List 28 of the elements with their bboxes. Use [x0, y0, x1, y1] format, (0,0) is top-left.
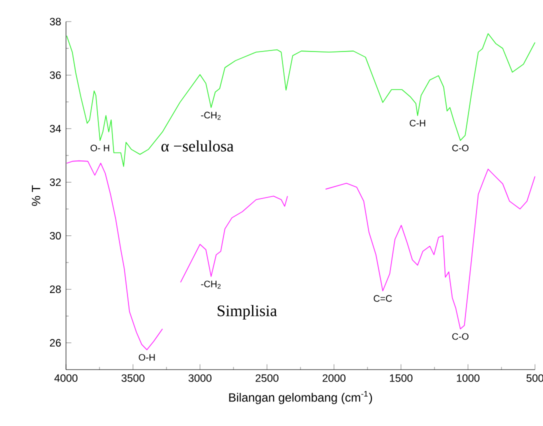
annotation: -CH$_{2}$: [201, 280, 221, 289]
x-tick-label: 2500: [256, 374, 278, 382]
y-tick-label: 36: [50, 71, 61, 79]
annotation: O- H: [90, 144, 110, 152]
y-axis-title: % T: [32, 185, 40, 206]
series-label: Simplisia: [218, 304, 277, 320]
annotation: C-H: [410, 120, 426, 126]
x-tick-label: 3000: [188, 374, 212, 382]
x-tick-label: 1500: [390, 374, 412, 382]
y-tick-label: 26: [50, 339, 61, 347]
x-tick-label: 1000: [456, 374, 480, 382]
annotation: C-O: [452, 144, 468, 152]
annotation: C=C: [374, 295, 392, 302]
x-tick-label: 2000: [322, 374, 346, 382]
y-tick-label: 38: [50, 18, 61, 26]
annotation: -CH$_{2}$: [201, 112, 221, 120]
y-tick-label: 28: [50, 286, 61, 294]
x-axis-title: Bilangan gelombang (cm$^{-1}$): [229, 391, 372, 404]
x-tick-label: 500: [526, 374, 543, 382]
line-series: [66, 33, 536, 167]
y-tick-label: 30: [50, 232, 61, 240]
y-tick-label: 34: [50, 124, 61, 132]
series-label: α −selulosa: [161, 140, 234, 152]
y-tick-label: 32: [50, 178, 61, 186]
annotation: C-O: [452, 333, 468, 340]
x-tick-label: 3500: [122, 374, 144, 382]
x-tick-label: 4000: [54, 374, 78, 382]
annotation: O-H: [138, 354, 155, 361]
